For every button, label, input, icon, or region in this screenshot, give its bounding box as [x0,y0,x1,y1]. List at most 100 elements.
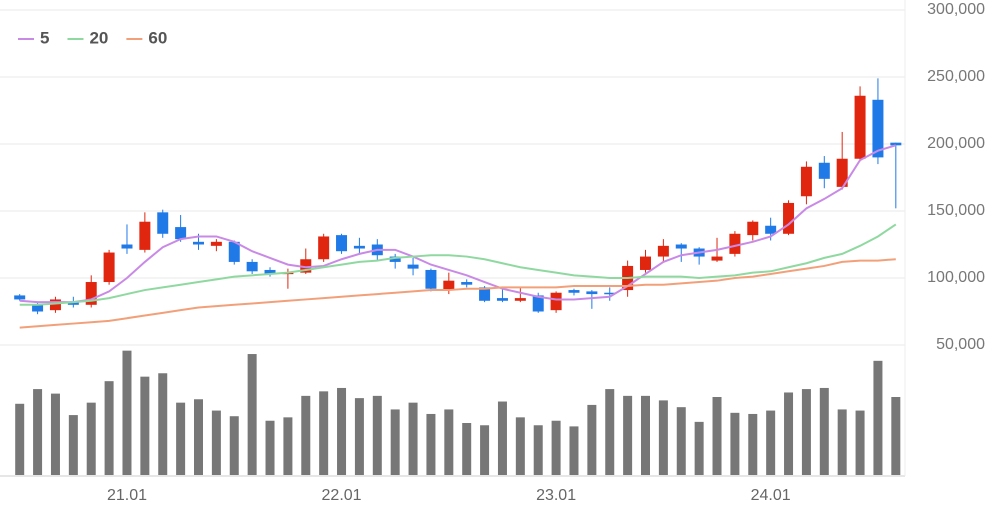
volume-bar [515,417,525,475]
y-tick-label: 100,000 [927,269,985,286]
volume-bar [372,395,382,475]
volume-bar [140,376,150,475]
candle-body [85,282,97,305]
volume-bar [354,398,364,475]
candle-body [747,221,759,236]
volume-bar [480,425,490,475]
legend-label: 20 [89,28,108,47]
y-tick-label: 250,000 [927,68,985,85]
legend-label: 5 [40,28,49,47]
legend-label: 60 [148,28,167,47]
candle-body [550,292,562,311]
candle-body [157,212,169,234]
x-tick-label: 22.01 [322,487,362,504]
volume-bar [533,425,543,475]
x-tick-label: 24.01 [751,487,791,504]
candle-body [67,302,79,305]
candle-body [729,233,741,254]
candle-body [300,259,312,273]
volume-bar [551,420,561,475]
volume-bar [122,350,132,475]
volume-bar [784,392,794,475]
volume-bar [694,421,704,475]
candle-body [228,241,240,262]
y-tick-label: 200,000 [927,135,985,152]
candle-body [479,287,491,301]
volume-bar [229,416,239,475]
candle-body [175,227,187,240]
y-tick-label: 50,000 [936,336,985,353]
volume-bar [337,387,347,475]
volume-bar [837,409,847,475]
candle-body [800,166,812,197]
volume-bar [50,393,60,475]
volume-bar [283,417,293,475]
candle-body [890,142,902,146]
candle-body [872,99,884,158]
volume-bar [801,389,811,475]
moving-average-line [19,223,897,306]
volume-bar [605,389,615,475]
volume-bar [426,413,436,475]
candle-body [675,244,687,249]
y-tick-label: 150,000 [927,202,985,219]
candle-body [586,291,598,295]
candle-body [353,245,365,249]
volume-bar [158,373,168,475]
volume-bar [33,389,43,475]
candle-body [14,295,26,300]
candle-body [783,202,795,234]
volume-bar [444,409,454,475]
volume-bar [390,409,400,475]
candle-body [532,295,544,312]
candle-body [336,235,348,252]
candle-body [103,252,115,283]
volume-bar [319,391,329,475]
volume-bar [15,403,25,475]
volume-bar [658,400,668,475]
volume-bar [176,402,186,475]
volume-bar [211,410,221,475]
volume-bar [194,399,203,475]
candle-body [514,298,526,301]
volume-bar [497,401,507,475]
volume-bar [712,397,722,475]
volume-bar [587,404,597,475]
candle-body [407,264,419,269]
candle-body [854,95,866,159]
volume-bar [265,420,275,475]
candle-body [496,298,508,301]
candle-body [425,269,437,289]
candle-body [640,256,651,270]
candle-body [836,158,848,187]
volume-bar [730,412,740,475]
candle-body [139,221,151,250]
candle-body [318,236,330,260]
volume-bar [86,402,96,475]
candle-body [246,261,258,272]
candle-body [32,304,44,312]
candle-body [461,282,473,285]
moving-average-line [19,144,897,304]
volume-bar [855,410,865,475]
candle-body [568,290,580,293]
candle-body [765,225,777,234]
candle-body [49,299,61,311]
volume-bar [301,395,311,475]
candle-body [443,280,455,291]
volume-bar [766,410,776,475]
volume-bar [873,360,883,475]
volume-bar [891,397,901,475]
candle-body [121,244,133,249]
volume-bar [408,402,418,475]
candle-body [657,245,669,257]
volume-bar [68,415,78,475]
volume-bar [819,387,829,475]
volume-bar [569,426,579,475]
volume-bar [748,413,758,475]
candle-body [264,269,276,274]
moving-average-line [19,258,896,329]
volume-bar [104,381,114,475]
candle-body [389,256,401,262]
